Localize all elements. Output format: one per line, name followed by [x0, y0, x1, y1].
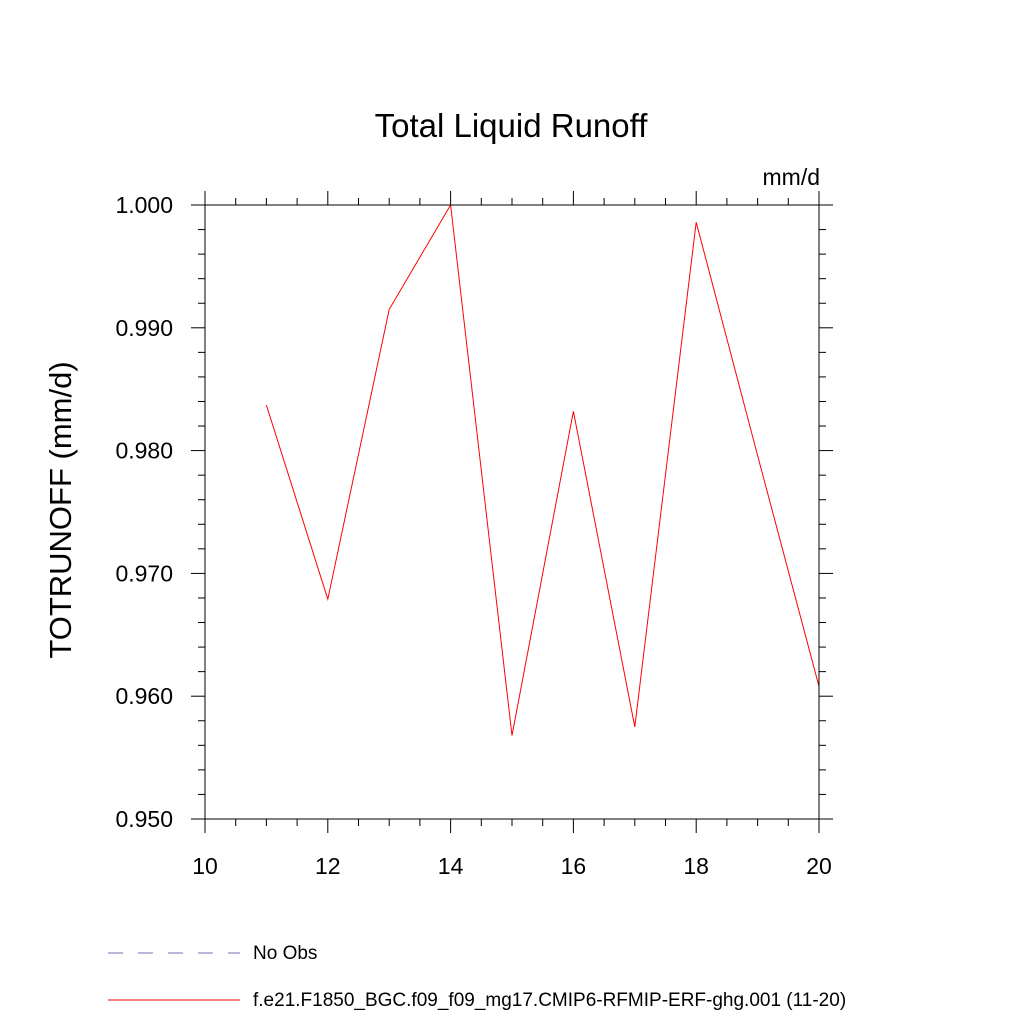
y-axis-label: TOTRUNOFF (mm/d): [43, 361, 78, 658]
legend-label-no-obs: No Obs: [253, 943, 317, 964]
x-tick-label: 16: [561, 853, 587, 879]
chart-title: Total Liquid Runoff: [375, 107, 649, 144]
axis-tick-labels: 10 12 14 16 18 20 0.950 0.960 0.970 0.980 0.990 1.0…: [115, 192, 831, 879]
y-tick-label: 0.980: [115, 438, 173, 464]
x-tick-label: 10: [192, 853, 218, 879]
x-tick-label: 20: [806, 853, 832, 879]
x-tick-label: 18: [683, 853, 709, 879]
y-tick-label: 0.990: [115, 315, 173, 341]
legend: No Obs f.e21.F1850_BGC.f09_f09_mg17.CMIP…: [108, 943, 846, 1011]
units-label: mm/d: [763, 164, 821, 190]
y-tick-label: 0.960: [115, 683, 173, 709]
x-tick-label: 14: [438, 853, 464, 879]
axis-ticks: [191, 191, 833, 833]
legend-label-model-run: f.e21.F1850_BGC.f09_f09_mg17.CMIP6-RFMIP…: [253, 990, 846, 1011]
series-line: [265, 203, 820, 736]
y-tick-label: 1.000: [115, 192, 173, 218]
y-tick-label: 0.950: [115, 806, 173, 832]
series-layer: [265, 203, 820, 736]
y-tick-label: 0.970: [115, 560, 173, 586]
plot-frame: [204, 204, 820, 820]
x-tick-label: 12: [315, 853, 341, 879]
